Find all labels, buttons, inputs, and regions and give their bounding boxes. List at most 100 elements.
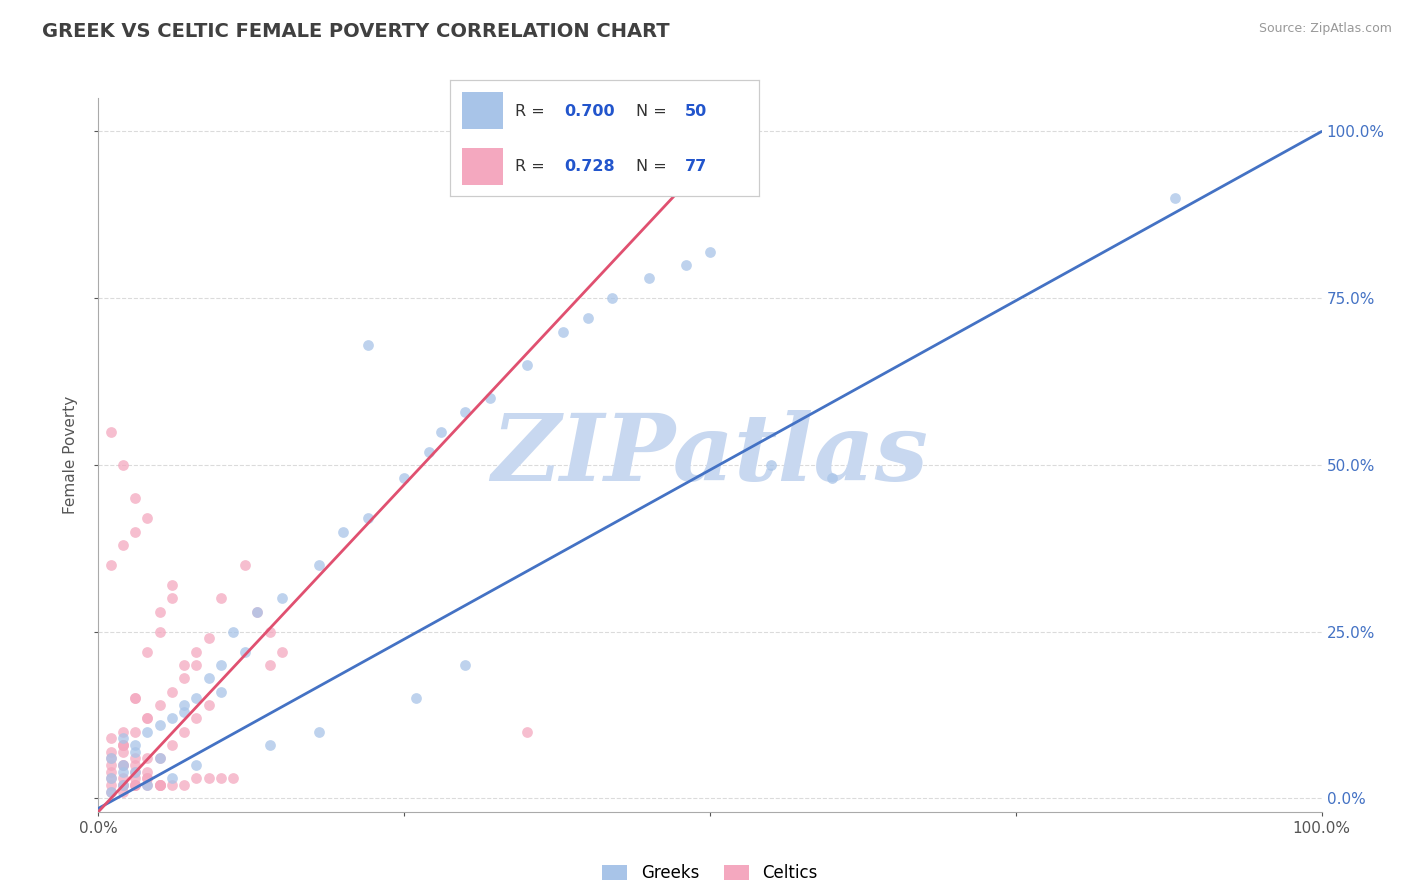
Point xyxy=(136,778,159,792)
Point xyxy=(515,724,537,739)
Point xyxy=(515,358,537,372)
Point xyxy=(270,591,294,606)
Text: N =: N = xyxy=(636,104,672,120)
Point xyxy=(100,772,122,786)
Point xyxy=(111,764,134,779)
Point xyxy=(308,724,330,739)
Point xyxy=(392,471,416,485)
Point xyxy=(136,711,159,725)
Y-axis label: Female Poverty: Female Poverty xyxy=(63,396,79,514)
Point xyxy=(160,738,183,752)
Point xyxy=(136,511,159,525)
Point xyxy=(100,425,122,439)
Point xyxy=(197,698,219,712)
Point xyxy=(186,645,208,659)
Point xyxy=(149,605,172,619)
Point xyxy=(259,624,281,639)
Point xyxy=(430,425,453,439)
Point xyxy=(124,745,146,759)
Point xyxy=(111,758,134,772)
Point xyxy=(136,772,159,786)
Point xyxy=(246,605,269,619)
Point xyxy=(259,658,281,673)
Text: R =: R = xyxy=(515,159,550,174)
Point xyxy=(149,778,172,792)
Point xyxy=(149,778,172,792)
Point xyxy=(111,778,134,792)
Point xyxy=(332,524,354,539)
Point xyxy=(124,764,146,779)
Point xyxy=(160,778,183,792)
Point xyxy=(124,764,146,779)
Point xyxy=(136,711,159,725)
Point xyxy=(111,785,134,799)
Point xyxy=(100,745,122,759)
Point xyxy=(136,778,159,792)
Point xyxy=(259,738,281,752)
Point xyxy=(186,772,208,786)
Text: N =: N = xyxy=(636,159,672,174)
Point xyxy=(160,772,183,786)
Point xyxy=(136,772,159,786)
Point xyxy=(186,758,208,772)
Point xyxy=(124,691,146,706)
Point xyxy=(136,645,159,659)
Point xyxy=(222,624,245,639)
Point xyxy=(124,778,146,792)
Point xyxy=(111,731,134,746)
Point xyxy=(136,764,159,779)
Point xyxy=(100,785,122,799)
Point xyxy=(405,691,427,706)
Point xyxy=(124,524,146,539)
Point xyxy=(124,778,146,792)
Point xyxy=(478,391,501,405)
Point xyxy=(356,511,378,525)
Point xyxy=(454,658,477,673)
Point xyxy=(418,444,440,458)
Point xyxy=(160,684,183,698)
Point xyxy=(270,645,294,659)
Point xyxy=(197,772,219,786)
Point xyxy=(100,558,122,572)
Text: GREEK VS CELTIC FEMALE POVERTY CORRELATION CHART: GREEK VS CELTIC FEMALE POVERTY CORRELATI… xyxy=(42,22,669,41)
Point xyxy=(100,764,122,779)
Point xyxy=(675,258,697,272)
Point xyxy=(149,751,172,765)
Point xyxy=(149,778,172,792)
Point xyxy=(111,738,134,752)
FancyBboxPatch shape xyxy=(463,92,502,129)
Text: ZIPatlas: ZIPatlas xyxy=(492,410,928,500)
FancyBboxPatch shape xyxy=(463,147,502,185)
Point xyxy=(233,645,256,659)
Point xyxy=(124,751,146,765)
Point xyxy=(699,244,721,259)
Point xyxy=(124,724,146,739)
Point xyxy=(100,731,122,746)
Point xyxy=(149,778,172,792)
Point xyxy=(111,778,134,792)
Point xyxy=(173,778,195,792)
Text: R =: R = xyxy=(515,104,550,120)
Point xyxy=(111,758,134,772)
Point xyxy=(186,711,208,725)
Point xyxy=(197,671,219,685)
Point xyxy=(173,698,195,712)
Point xyxy=(638,271,661,285)
Point xyxy=(100,758,122,772)
Point xyxy=(111,538,134,552)
Point xyxy=(209,684,232,698)
Point xyxy=(100,751,122,765)
Point xyxy=(454,404,477,418)
Legend: Greeks, Celtics: Greeks, Celtics xyxy=(596,858,824,889)
Point xyxy=(111,758,134,772)
Text: Source: ZipAtlas.com: Source: ZipAtlas.com xyxy=(1258,22,1392,36)
Point xyxy=(160,578,183,592)
Point xyxy=(209,772,232,786)
Point xyxy=(124,772,146,786)
Point xyxy=(761,458,783,472)
Point xyxy=(136,724,159,739)
Point xyxy=(124,778,146,792)
Point xyxy=(124,691,146,706)
Point xyxy=(160,711,183,725)
Point xyxy=(124,758,146,772)
